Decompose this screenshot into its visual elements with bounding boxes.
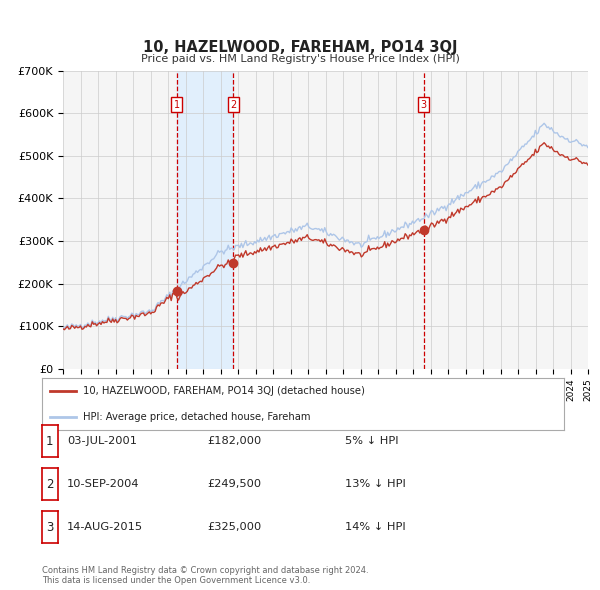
Text: 13% ↓ HPI: 13% ↓ HPI — [345, 479, 406, 489]
Text: 14% ↓ HPI: 14% ↓ HPI — [345, 522, 406, 532]
Text: 2: 2 — [230, 100, 236, 110]
Text: Price paid vs. HM Land Registry's House Price Index (HPI): Price paid vs. HM Land Registry's House … — [140, 54, 460, 64]
Text: 3: 3 — [421, 100, 427, 110]
Text: 1: 1 — [173, 100, 180, 110]
Text: 14-AUG-2015: 14-AUG-2015 — [67, 522, 143, 532]
Text: HPI: Average price, detached house, Fareham: HPI: Average price, detached house, Fare… — [83, 412, 310, 421]
Text: 3: 3 — [46, 520, 53, 534]
Bar — [177, 71, 233, 369]
Text: Contains HM Land Registry data © Crown copyright and database right 2024.
This d: Contains HM Land Registry data © Crown c… — [42, 566, 368, 585]
Text: £249,500: £249,500 — [207, 479, 261, 489]
Text: 03-JUL-2001: 03-JUL-2001 — [67, 436, 137, 446]
Text: 2: 2 — [46, 477, 53, 491]
Text: 10, HAZELWOOD, FAREHAM, PO14 3QJ: 10, HAZELWOOD, FAREHAM, PO14 3QJ — [143, 40, 457, 55]
Text: 10-SEP-2004: 10-SEP-2004 — [67, 479, 140, 489]
Text: 10, HAZELWOOD, FAREHAM, PO14 3QJ (detached house): 10, HAZELWOOD, FAREHAM, PO14 3QJ (detach… — [83, 386, 365, 395]
Text: £325,000: £325,000 — [207, 522, 261, 532]
Text: 1: 1 — [46, 434, 53, 448]
Text: 5% ↓ HPI: 5% ↓ HPI — [345, 436, 398, 446]
Text: £182,000: £182,000 — [207, 436, 261, 446]
